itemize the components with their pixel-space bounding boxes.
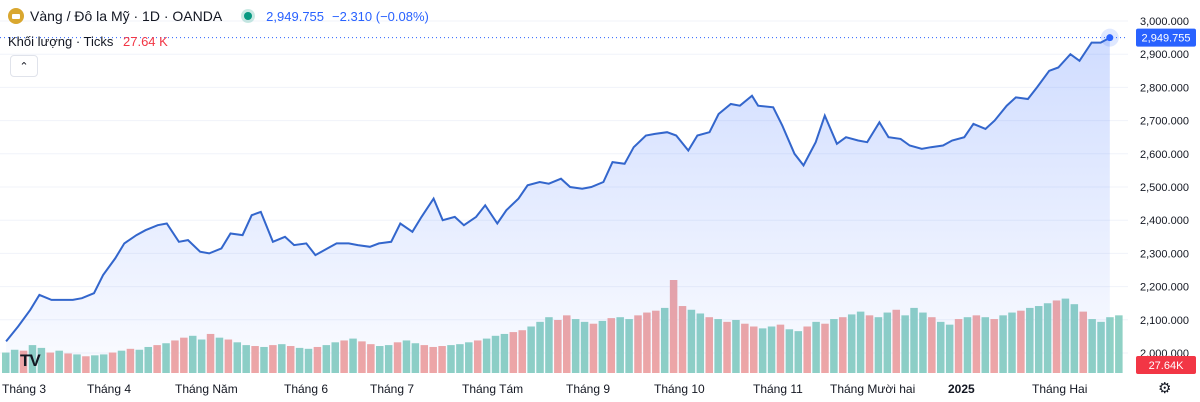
volume-legend: Khối lượng · Ticks 27.64 K	[8, 34, 168, 49]
settings-icon[interactable]: ⚙	[1158, 380, 1172, 397]
last-price: 2,949.755	[266, 8, 325, 24]
last-price-tag	[1136, 28, 1196, 47]
price-tick-label: 2,700.000	[1140, 116, 1189, 128]
price-tick-label: 2,600.000	[1140, 149, 1189, 161]
market-status-icon	[244, 12, 253, 20]
tradingview-logo-icon[interactable]: TV	[20, 351, 41, 370]
time-tick-label: Tháng 9	[566, 382, 610, 396]
time-tick-label: 2025	[948, 382, 975, 396]
volume-bar	[1106, 317, 1114, 373]
price-area	[6, 37, 1110, 373]
volume-value: 27.64 K	[123, 34, 168, 49]
price-tick-label: 2,900.000	[1140, 49, 1189, 61]
volume-bar	[2, 352, 10, 373]
price-tick-label: 2,200.000	[1140, 282, 1189, 294]
time-tick-label: Tháng Tám	[462, 382, 523, 396]
chevron-up-icon: ⌃	[19, 60, 29, 73]
time-tick-label: Tháng Năm	[175, 382, 238, 396]
last-point-dot	[1106, 34, 1114, 42]
time-tick-label: Tháng 3	[2, 382, 46, 396]
gold-bar-icon	[8, 8, 24, 24]
time-tick-label: Tháng Mười hai	[830, 382, 915, 396]
symbol-header: Vàng / Đô la Mỹ · 1D · OANDA 2,949.755 −…	[8, 8, 429, 24]
time-tick-label: Tháng 4	[87, 382, 131, 396]
symbol-title[interactable]: Vàng / Đô la Mỹ · 1D · OANDA	[30, 8, 223, 24]
price-line	[5, 36, 1111, 343]
time-tick-label: Tháng 11	[753, 382, 803, 396]
price-tick-label: 2,300.000	[1140, 248, 1189, 260]
price-tick-label: 2,100.000	[1140, 315, 1189, 327]
last-price-tag-label: 2,949.755	[1142, 33, 1191, 45]
price-tick-label: 2,500.000	[1140, 182, 1189, 194]
price-tick-label: 2,800.000	[1140, 82, 1189, 94]
volume-bar	[1115, 315, 1123, 373]
price-axis: 3,000.000 2,900.000 2,800.000 2,700.000 2,60…	[1140, 16, 1189, 360]
time-tick-label: Tháng 6	[284, 382, 328, 396]
time-tick-label: Tháng 7	[370, 382, 414, 396]
price-tick-label: 3,000.000	[1140, 16, 1189, 28]
volume-label[interactable]: Khối lượng · Ticks	[8, 34, 114, 49]
collapse-legend-button[interactable]: ⌃	[10, 55, 38, 77]
volume-tag-label: 27.64K	[1149, 360, 1185, 372]
price-change: −2.310 (−0.08%)	[332, 8, 429, 24]
last-point-marker	[1100, 28, 1119, 47]
time-tick-label: Tháng 10	[654, 382, 705, 396]
volume-tag	[1136, 356, 1196, 374]
time-axis: Tháng 3 Tháng 4 Tháng Năm Tháng 6 Tháng 7 Thá…	[2, 382, 1087, 396]
time-tick-label: Tháng Hai	[1032, 382, 1087, 396]
price-tick-label: 2,400.000	[1140, 215, 1189, 227]
axis-tags: 2,949.755 27.64K	[1136, 28, 1196, 374]
